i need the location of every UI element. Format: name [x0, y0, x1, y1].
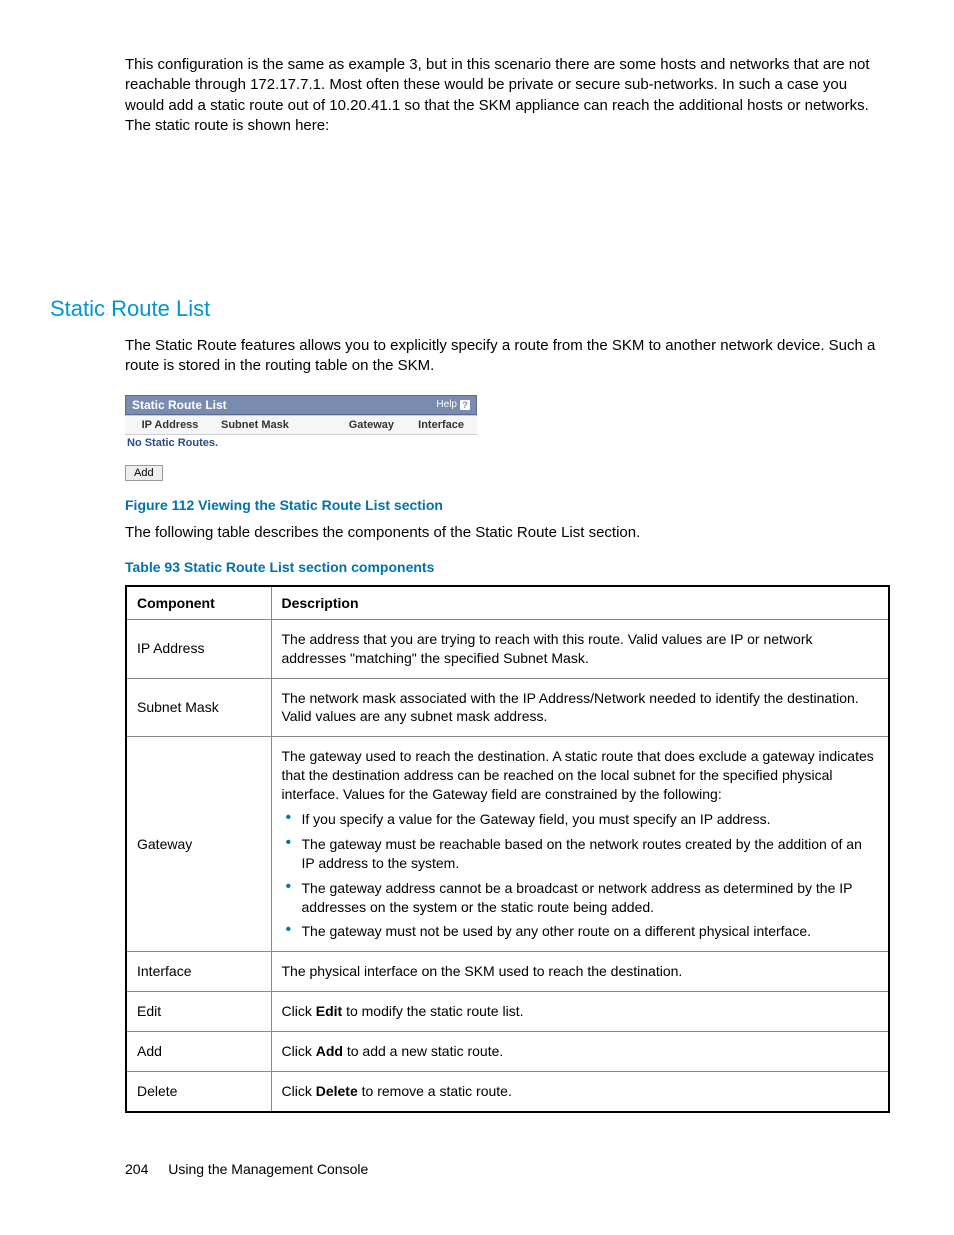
table-row: Interface The physical interface on the … — [126, 952, 889, 992]
section-paragraph: The Static Route features allows you to … — [125, 336, 890, 377]
gateway-intro: The gateway used to reach the destinatio… — [282, 748, 874, 802]
list-item: The gateway address cannot be a broadcas… — [282, 879, 879, 917]
add-button[interactable]: Add — [125, 465, 163, 481]
cell-component: IP Address — [126, 619, 271, 678]
cell-description: The address that you are trying to reach… — [271, 619, 889, 678]
panel-titlebar: Static Route List Help ? — [125, 395, 477, 415]
page-number: 204 — [125, 1161, 148, 1177]
col-header-gateway: Gateway — [305, 416, 400, 434]
text: to remove a static route. — [358, 1083, 512, 1099]
static-route-panel: Static Route List Help ? IP Address Subn… — [125, 395, 477, 481]
table-row: IP Address The address that you are tryi… — [126, 619, 889, 678]
bold-text: Edit — [316, 1003, 342, 1019]
section-heading: Static Route List — [50, 296, 890, 322]
cell-component: Interface — [126, 952, 271, 992]
col-header-ip: IP Address — [125, 416, 215, 434]
table-row: Edit Click Edit to modify the static rou… — [126, 992, 889, 1032]
components-table: Component Description IP Address The add… — [125, 585, 890, 1113]
text: to modify the static route list. — [342, 1003, 523, 1019]
help-label: Help — [436, 399, 457, 410]
th-component: Component — [126, 586, 271, 620]
panel-column-headers: IP Address Subnet Mask Gateway Interface — [125, 415, 477, 435]
cell-component: Gateway — [126, 737, 271, 952]
col-header-mask: Subnet Mask — [215, 416, 305, 434]
list-item: The gateway must not be used by any othe… — [282, 922, 879, 941]
after-figure-paragraph: The following table describes the compon… — [125, 523, 890, 543]
th-description: Description — [271, 586, 889, 620]
cell-component: Subnet Mask — [126, 678, 271, 737]
bold-text: Add — [316, 1043, 343, 1059]
table-row: Delete Click Delete to remove a static r… — [126, 1072, 889, 1112]
text: Click — [282, 1043, 316, 1059]
table-row: Add Click Add to add a new static route. — [126, 1032, 889, 1072]
cell-component: Delete — [126, 1072, 271, 1112]
bold-text: Delete — [316, 1083, 358, 1099]
footer-title: Using the Management Console — [168, 1161, 368, 1177]
cell-description: Click Delete to remove a static route. — [271, 1072, 889, 1112]
table-caption: Table 93 Static Route List section compo… — [125, 559, 890, 575]
figure-caption: Figure 112 Viewing the Static Route List… — [125, 497, 890, 513]
page-footer: 204 Using the Management Console — [125, 1161, 368, 1177]
list-item: The gateway must be reachable based on t… — [282, 835, 879, 873]
cell-component: Add — [126, 1032, 271, 1072]
empty-message: No Static Routes. — [125, 435, 477, 463]
cell-description: Click Add to add a new static route. — [271, 1032, 889, 1072]
gateway-bullets: If you specify a value for the Gateway f… — [282, 810, 879, 941]
help-link[interactable]: Help ? — [436, 399, 470, 410]
intro-paragraph: This configuration is the same as exampl… — [125, 55, 890, 136]
cell-description: The physical interface on the SKM used t… — [271, 952, 889, 992]
col-header-interface: Interface — [400, 416, 470, 434]
cell-description: The network mask associated with the IP … — [271, 678, 889, 737]
text: Click — [282, 1003, 316, 1019]
cell-component: Edit — [126, 992, 271, 1032]
help-icon: ? — [460, 400, 470, 410]
cell-description: Click Edit to modify the static route li… — [271, 992, 889, 1032]
panel-title: Static Route List — [132, 398, 227, 412]
text: Click — [282, 1083, 316, 1099]
list-item: If you specify a value for the Gateway f… — [282, 810, 879, 829]
table-row: Gateway The gateway used to reach the de… — [126, 737, 889, 952]
text: to add a new static route. — [343, 1043, 503, 1059]
cell-description: The gateway used to reach the destinatio… — [271, 737, 889, 952]
table-row: Subnet Mask The network mask associated … — [126, 678, 889, 737]
